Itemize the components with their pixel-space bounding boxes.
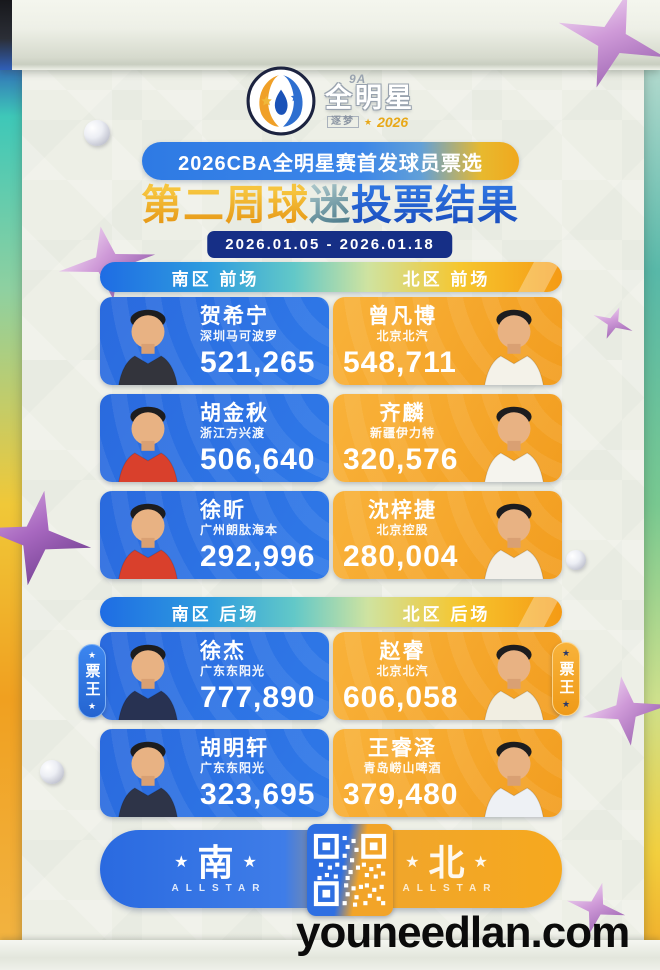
north-allstar: ★ 北 ★ ALLSTAR xyxy=(331,830,562,908)
pearl-decoration xyxy=(40,760,64,784)
player-photo xyxy=(470,636,558,720)
logo-cba-mark: 9A xyxy=(349,72,367,86)
logo-star-icon: ★ xyxy=(364,116,373,127)
section-label-north-backcourt: 北区 后场 xyxy=(402,604,491,624)
player-team: 北京北汽 xyxy=(376,329,429,343)
player-votes: 777,890 xyxy=(200,681,316,714)
section-header-frontcourt: 南区 前场 北区 前场 xyxy=(100,262,562,292)
star-icon: ★ xyxy=(561,648,571,658)
north-allstar-label: ALLSTAR xyxy=(402,882,498,894)
player-name: 沈梓捷 xyxy=(368,499,437,522)
player-photo xyxy=(104,733,192,817)
player-card-wangruize: 王睿泽 青岛崂山啤酒 379,480 xyxy=(333,729,562,817)
player-votes: 506,640 xyxy=(200,443,316,476)
star-icon: ★ xyxy=(405,853,420,871)
player-team: 北京控股 xyxy=(376,523,429,537)
pearl-decoration xyxy=(566,550,586,570)
scroll-top-roll xyxy=(0,0,660,70)
player-name: 赵睿 xyxy=(379,640,426,663)
player-name: 徐昕 xyxy=(200,499,246,522)
star-icon: ★ xyxy=(242,853,257,871)
vote-king-label: 票王 xyxy=(83,663,101,699)
background-left-strip xyxy=(0,0,26,970)
event-banner-text: 2026CBA全明星赛首发球员票选 xyxy=(178,152,483,175)
player-photo xyxy=(470,733,558,817)
player-name: 胡明轩 xyxy=(200,737,269,760)
player-votes: 292,996 xyxy=(200,540,316,573)
page-title-part3: 投票结果 xyxy=(351,182,519,228)
star-icon: ★ xyxy=(87,701,97,711)
player-card-humingxuan: 胡明轩 广东东阳光 323,695 xyxy=(100,729,329,817)
player-photo xyxy=(104,636,192,720)
page-title-part2: 迷 xyxy=(309,182,351,228)
player-photo xyxy=(104,301,192,385)
player-photo xyxy=(104,398,192,482)
event-banner: 2026CBA全明星赛首发球员票选 xyxy=(142,142,519,180)
player-team: 浙江方兴渡 xyxy=(200,426,266,440)
section-header-backcourt: 南区 后场 北区 后场 xyxy=(100,597,562,627)
player-votes: 280,004 xyxy=(343,540,459,573)
section-label-north-frontcourt: 北区 前场 xyxy=(402,269,491,289)
player-card-hujinqiu: 胡金秋 浙江方兴渡 506,640 xyxy=(100,394,329,482)
vote-king-badge-south: ★ 票王 ★ xyxy=(78,644,106,718)
player-photo xyxy=(104,495,192,579)
player-card-hexining: 贺希宁 深圳马可波罗 521,265 xyxy=(100,297,329,385)
cba-allstar-logo: 9A 全明星 逐梦 ★ 2026 xyxy=(0,62,660,140)
pearl-decoration xyxy=(84,120,110,146)
player-photo xyxy=(470,495,558,579)
vote-king-label: 票王 xyxy=(557,661,575,697)
player-votes: 548,711 xyxy=(343,346,457,379)
player-votes: 320,576 xyxy=(343,443,459,476)
cba-allstar-logo-icon xyxy=(246,66,316,136)
page-title: 第二周球迷投票结果 xyxy=(0,180,660,230)
player-name: 齐麟 xyxy=(379,402,426,425)
star-icon: ★ xyxy=(87,650,97,660)
player-card-qilin: 齐麟 新疆伊力特 320,576 xyxy=(333,394,562,482)
north-char: 北 xyxy=(428,841,465,883)
logo-tagline: 逐梦 xyxy=(327,116,359,128)
scroll-bottom-roll xyxy=(0,940,660,970)
player-team: 北京北汽 xyxy=(376,664,429,678)
player-votes: 521,265 xyxy=(200,346,316,379)
player-name: 贺希宁 xyxy=(200,305,269,328)
player-team: 新疆伊力特 xyxy=(369,426,435,440)
player-votes: 606,058 xyxy=(343,681,459,714)
south-allstar: ★ 南 ★ ALLSTAR xyxy=(100,830,331,908)
player-team: 广东东阳光 xyxy=(200,761,266,775)
south-allstar-label: ALLSTAR xyxy=(171,882,267,894)
player-card-xuxin: 徐昕 广州朗肽海本 292,996 xyxy=(100,491,329,579)
player-name: 徐杰 xyxy=(200,640,246,663)
player-card-shenzijie: 沈梓捷 北京控股 280,004 xyxy=(333,491,562,579)
logo-title: 全明星 xyxy=(325,83,415,113)
player-name: 王睿泽 xyxy=(368,737,437,760)
player-card-zhaorui: 赵睿 北京北汽 606,058 xyxy=(333,632,562,720)
star-icon: ★ xyxy=(174,853,189,871)
player-name: 曾凡博 xyxy=(368,305,437,328)
date-range: 2026.01.05 - 2026.01.18 xyxy=(207,231,453,258)
section-label-south-backcourt: 南区 后场 xyxy=(171,604,260,624)
player-team: 青岛崂山啤酒 xyxy=(363,761,442,775)
player-photo xyxy=(470,398,558,482)
player-votes: 323,695 xyxy=(200,778,316,811)
vote-king-badge-north: ★ 票王 ★ xyxy=(552,642,580,716)
section-label-south-frontcourt: 南区 前场 xyxy=(171,269,260,289)
player-team: 广州朗肽海本 xyxy=(200,523,279,537)
qr-code xyxy=(307,824,393,916)
player-votes: 379,480 xyxy=(343,778,459,811)
star-icon: ★ xyxy=(473,853,488,871)
player-photo xyxy=(470,301,558,385)
player-team: 广东东阳光 xyxy=(200,664,266,678)
logo-year: 2026 xyxy=(377,114,409,130)
page-title-part1: 第二周球 xyxy=(141,182,309,228)
watermark: youneedlan.com xyxy=(296,908,630,957)
player-team: 深圳马可波罗 xyxy=(200,329,279,343)
south-char: 南 xyxy=(197,841,234,883)
star-icon: ★ xyxy=(561,699,571,709)
player-name: 胡金秋 xyxy=(200,402,269,425)
player-card-zengfanbo: 曾凡博 北京北汽 548,711 xyxy=(333,297,562,385)
player-card-xujie: 徐杰 广东东阳光 777,890 xyxy=(100,632,329,720)
